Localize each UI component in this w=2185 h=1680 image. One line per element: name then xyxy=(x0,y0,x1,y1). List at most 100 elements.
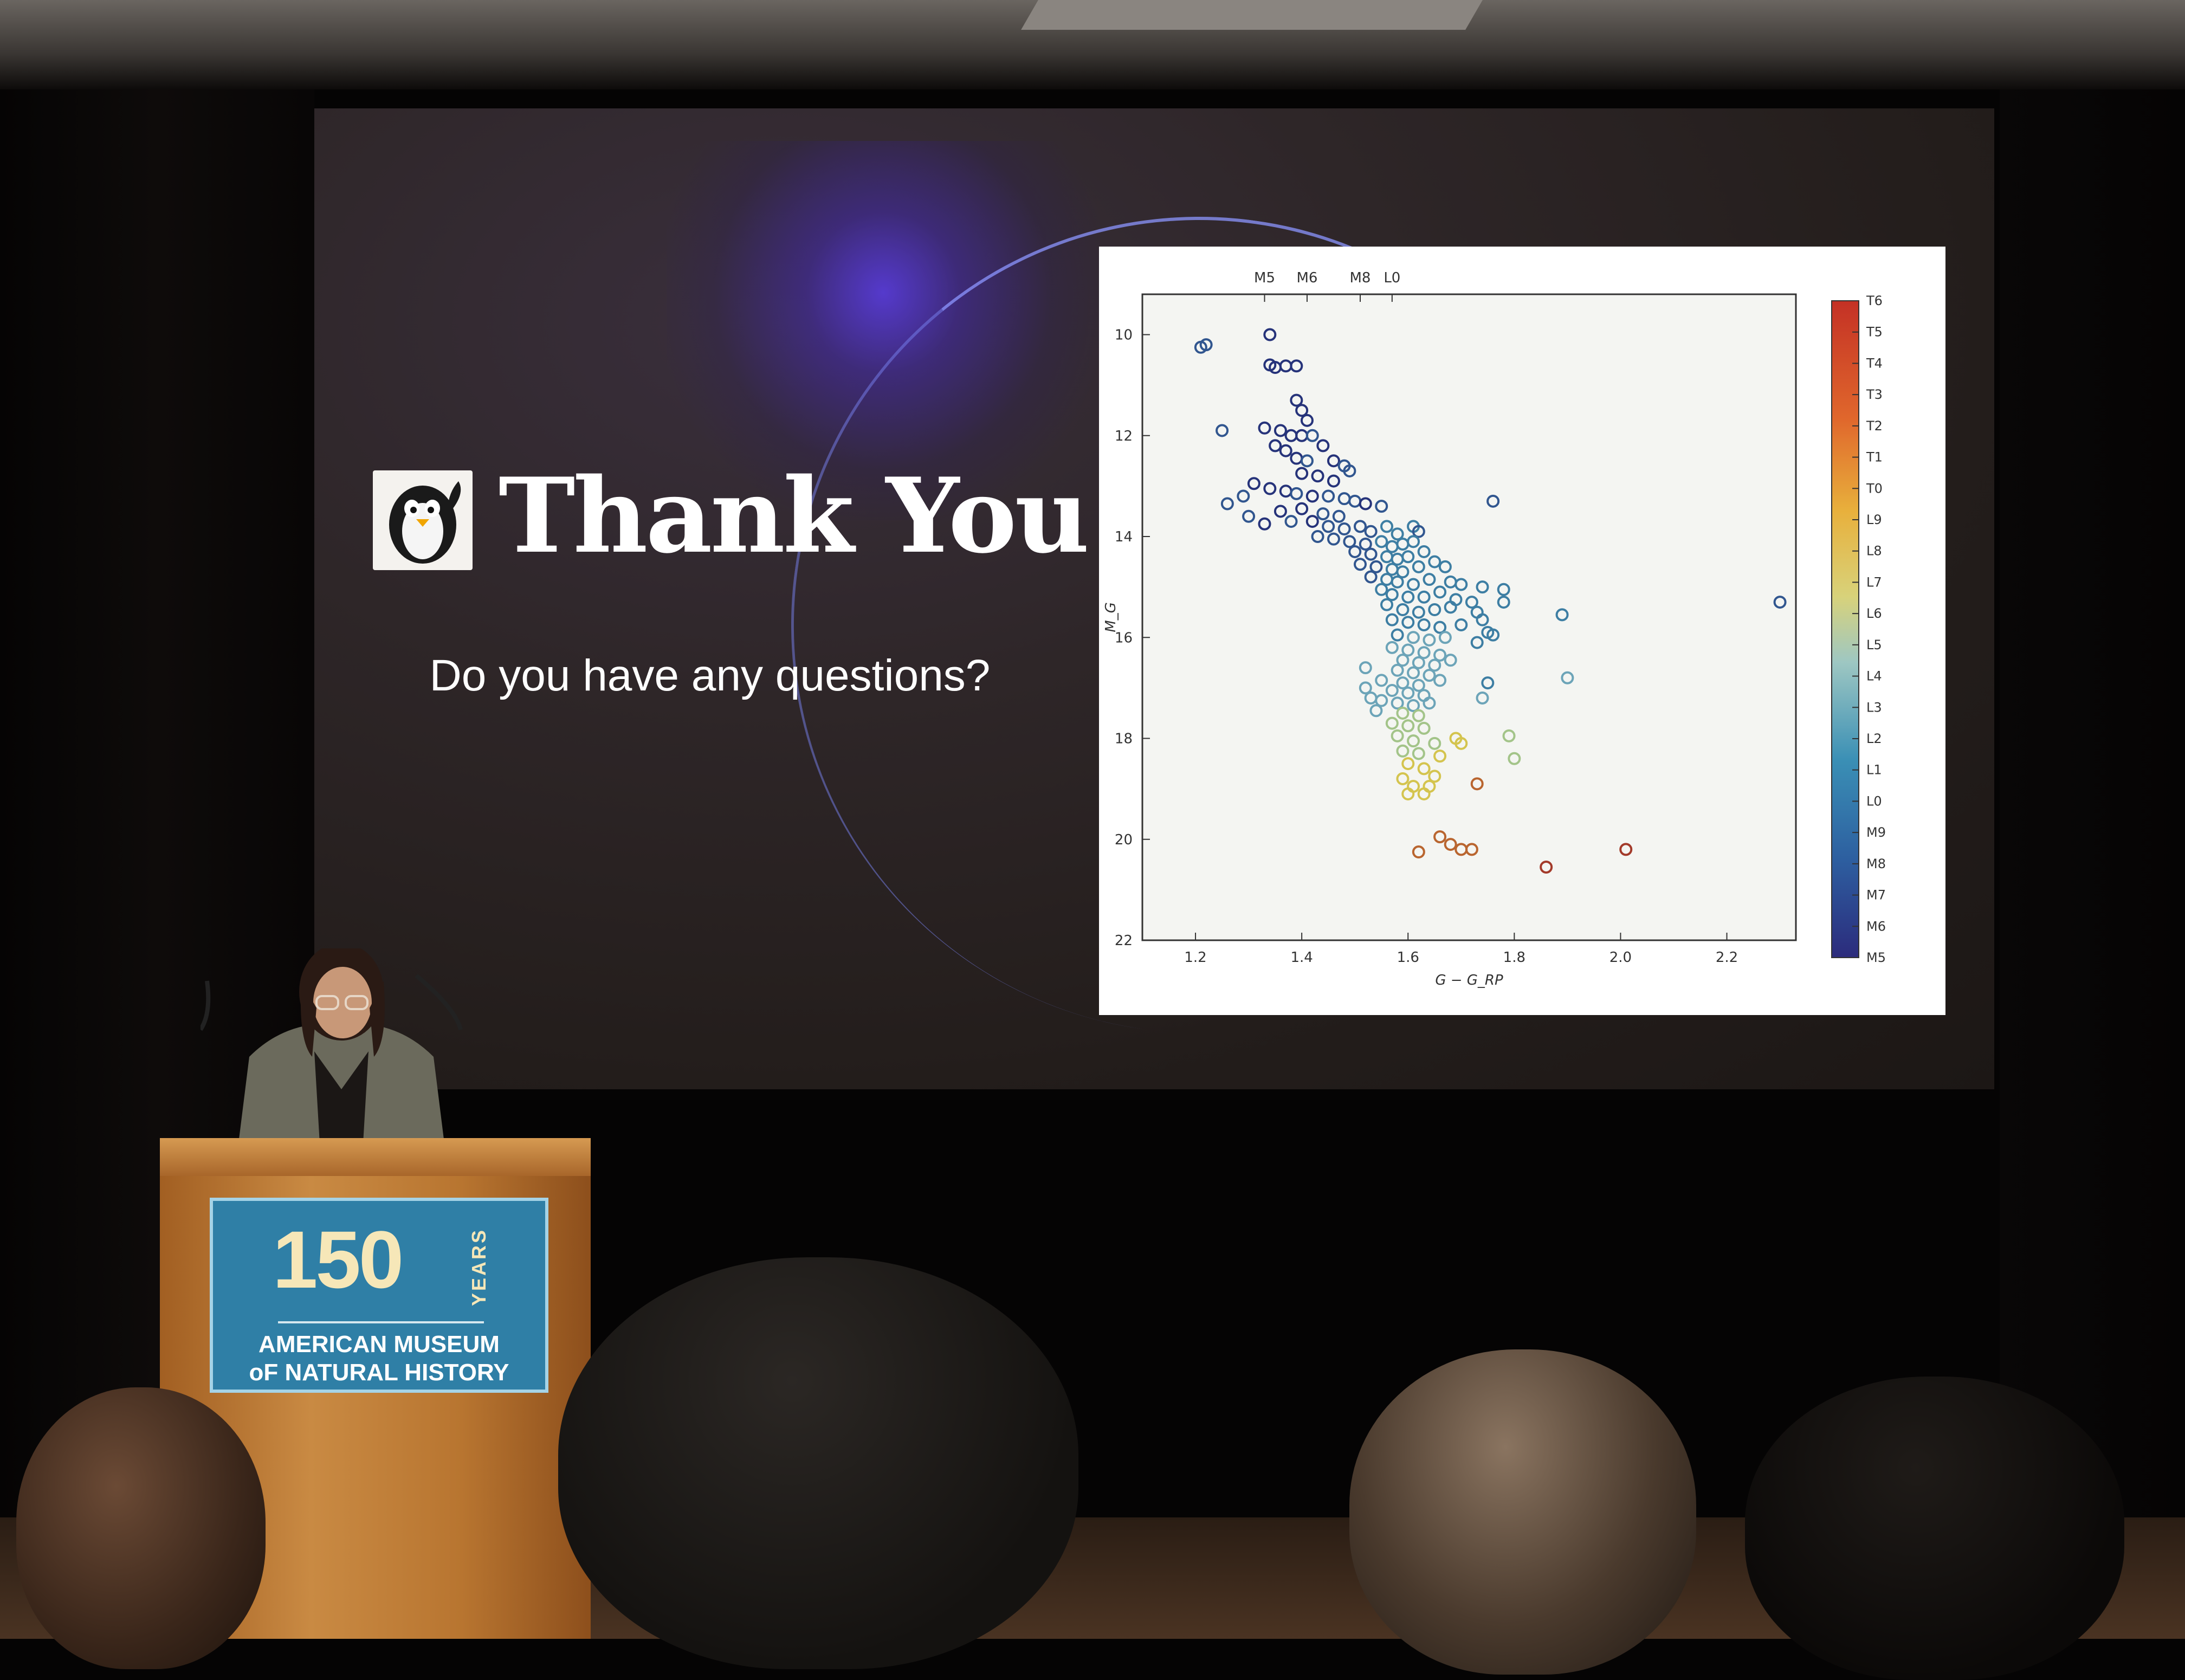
museum-sign: 150 YEARS AMERICAN MUSEUM oF NATURAL HIS… xyxy=(210,1198,548,1393)
top-tick-label: L0 xyxy=(1384,270,1400,286)
data-point xyxy=(1332,509,1346,523)
data-point xyxy=(1364,547,1378,561)
data-point xyxy=(1220,497,1234,511)
data-point xyxy=(1311,469,1324,483)
data-point xyxy=(1385,641,1399,654)
data-point xyxy=(1380,520,1394,533)
data-point xyxy=(1433,621,1447,634)
colorbar-label: L5 xyxy=(1866,637,1882,652)
data-point xyxy=(1486,628,1500,642)
data-point xyxy=(1273,424,1287,437)
right-curtain xyxy=(2000,89,2185,1553)
data-point xyxy=(1385,716,1399,730)
data-point xyxy=(1375,535,1388,548)
data-point xyxy=(1263,328,1277,341)
colorbar-label: T0 xyxy=(1866,481,1883,496)
sign-years: YEARS xyxy=(468,1228,490,1307)
data-point xyxy=(1444,838,1457,851)
data-point xyxy=(1375,583,1388,596)
y-axis-label: M_G xyxy=(1103,602,1119,632)
data-point xyxy=(1433,674,1447,687)
data-point xyxy=(1444,654,1457,667)
y-tick-label: 10 xyxy=(1115,327,1133,344)
data-point xyxy=(1476,613,1489,626)
data-point xyxy=(1237,489,1250,503)
colorbar-label: T2 xyxy=(1866,418,1883,434)
data-point xyxy=(1412,747,1425,760)
data-point xyxy=(1401,757,1415,771)
data-point xyxy=(1295,467,1309,480)
data-point xyxy=(1417,545,1431,558)
data-point xyxy=(1258,517,1271,531)
data-point xyxy=(1385,613,1399,626)
data-point xyxy=(1433,749,1447,763)
y-tick-label: 14 xyxy=(1115,529,1133,545)
colorbar-label: L4 xyxy=(1866,669,1882,684)
data-point xyxy=(1305,429,1319,442)
data-point xyxy=(1561,671,1574,684)
x-axis-label: G − G_RP xyxy=(1435,972,1503,988)
colorbar-label: T4 xyxy=(1866,356,1883,371)
y-tick-label: 18 xyxy=(1115,731,1133,747)
data-point xyxy=(1327,454,1340,468)
colorbar-label: L6 xyxy=(1866,606,1882,621)
data-point xyxy=(1407,734,1420,748)
data-point xyxy=(1322,489,1335,503)
data-point xyxy=(1300,413,1314,427)
colorbar-label: M6 xyxy=(1866,919,1886,934)
colorbar-label: M8 xyxy=(1866,856,1886,871)
data-point xyxy=(1412,605,1425,619)
data-point xyxy=(1396,744,1410,758)
colorbar xyxy=(1831,300,1859,958)
colorbar-label: T1 xyxy=(1866,450,1883,465)
y-tick-label: 22 xyxy=(1115,933,1133,949)
colorbar-label: T5 xyxy=(1866,325,1883,340)
data-point xyxy=(1364,570,1378,584)
data-point xyxy=(1417,590,1431,604)
data-point xyxy=(1433,648,1447,662)
slide-subtitle: Do you have any questions? xyxy=(429,651,991,700)
data-point xyxy=(1290,487,1303,500)
sign-line-1: AMERICAN MUSEUM xyxy=(258,1331,500,1358)
data-point xyxy=(1359,661,1372,675)
data-point xyxy=(1391,696,1404,710)
data-point xyxy=(1428,603,1441,617)
data-point xyxy=(1311,530,1324,543)
data-point xyxy=(1327,474,1340,488)
data-point xyxy=(1412,845,1425,859)
data-point xyxy=(1773,596,1787,609)
data-point xyxy=(1428,658,1441,672)
colorbar-label: L2 xyxy=(1866,731,1882,746)
colorbar-label: T3 xyxy=(1866,387,1883,402)
data-point xyxy=(1359,681,1372,695)
chart-svg: 1.2 1.4 1.6 1.8 2.0 2.2 10 12 14 16 18 20 22 M5 M6 M8 L0… xyxy=(1103,270,1886,988)
data-point xyxy=(1417,787,1431,800)
data-point xyxy=(1269,439,1282,453)
data-point xyxy=(1476,580,1489,594)
data-point xyxy=(1555,608,1569,622)
data-point xyxy=(1396,676,1410,690)
data-point xyxy=(1476,692,1489,705)
data-point xyxy=(1417,646,1431,660)
data-point xyxy=(1465,843,1478,856)
data-point xyxy=(1497,596,1510,609)
top-tick-label: M5 xyxy=(1254,270,1275,286)
data-point xyxy=(1300,454,1314,468)
ceiling xyxy=(0,0,2185,89)
colorbar-label: T6 xyxy=(1866,293,1883,308)
data-point xyxy=(1423,573,1436,586)
data-point xyxy=(1454,736,1468,750)
data-point xyxy=(1407,578,1420,591)
data-point xyxy=(1396,706,1410,720)
plot-area xyxy=(1141,293,1797,941)
colorbar-label: M7 xyxy=(1866,888,1886,903)
x-tick-label: 1.8 xyxy=(1503,949,1525,966)
data-point xyxy=(1242,509,1256,523)
x-tick-label: 2.2 xyxy=(1716,949,1738,966)
data-point xyxy=(1428,736,1441,750)
slide-title: Thank You xyxy=(499,455,1090,576)
data-point xyxy=(1216,424,1229,437)
data-point xyxy=(1396,654,1410,667)
data-point xyxy=(1433,830,1447,844)
sign-number: 150 xyxy=(273,1214,404,1305)
